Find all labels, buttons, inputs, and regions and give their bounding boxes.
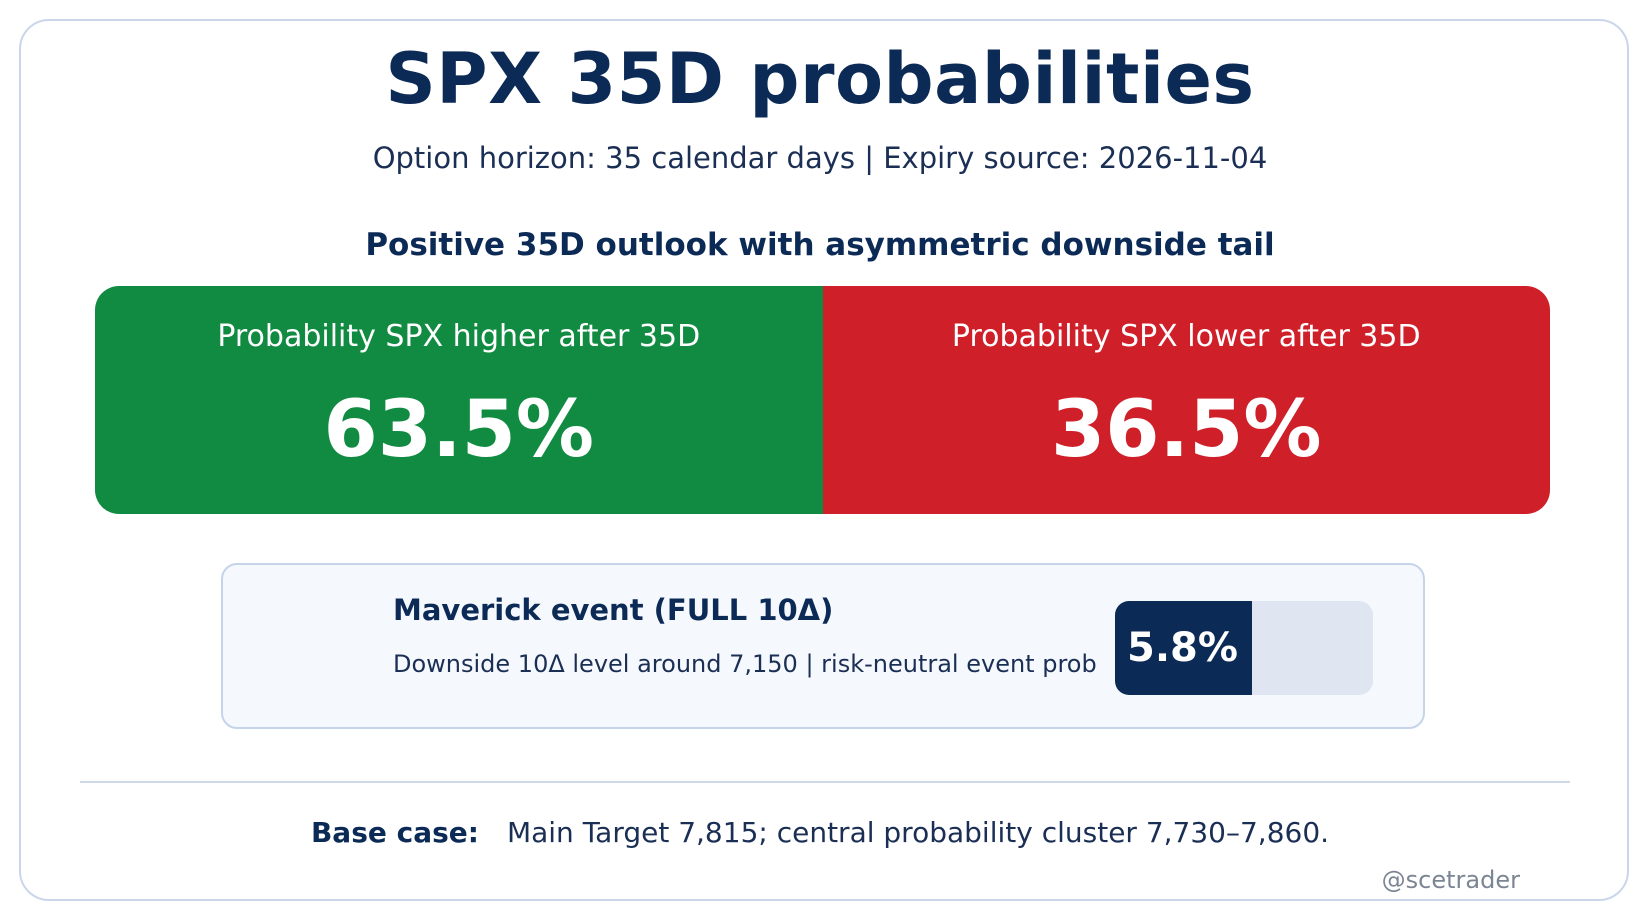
base-case-line: Base case: Main Target 7,815; central pro… [0,816,1640,849]
author-credit: @scetrader [1381,866,1520,894]
lower-probability-value: 36.5% [1050,385,1322,475]
event-description: Downside 10Δ level around 7,150 | risk-n… [393,650,1097,678]
section-divider [80,781,1570,783]
outlook-headline: Positive 35D outlook with asymmetric dow… [365,227,1275,263]
base-case-text: Main Target 7,815; central probability c… [506,816,1330,849]
higher-probability-label: Probability SPX higher after 35D [217,319,701,354]
higher-probability-value: 63.5% [323,385,595,475]
lower-probability-segment: Probability SPX lower after 35D 36.5% [822,286,1550,514]
maverick-event-panel: Maverick event (FULL 10Δ) Downside 10Δ l… [221,563,1425,729]
base-case-label: Base case: [310,816,479,849]
event-probability-fill [1115,601,1252,695]
lower-probability-label: Probability SPX lower after 35D [951,319,1421,354]
page-title: SPX 35D probabilities [385,38,1255,120]
page-subtitle: Option horizon: 35 calendar days | Expir… [372,141,1268,175]
event-probability-meter: 5.8% [1115,601,1373,695]
higher-probability-segment: Probability SPX higher after 35D 63.5% [95,286,823,514]
event-title: Maverick event (FULL 10Δ) [393,593,834,627]
probability-split-bar: Probability SPX higher after 35D 63.5% Pro… [95,286,1550,514]
event-probability-value: 5.8% [1127,625,1238,671]
